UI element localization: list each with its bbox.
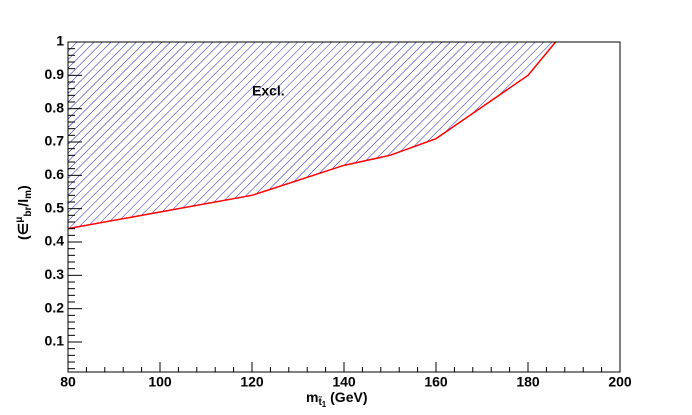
x-tick-label: 140 xyxy=(332,374,356,390)
label-part: m xyxy=(306,389,318,405)
label-part: t̃ xyxy=(318,395,323,408)
x-tick-label: 180 xyxy=(516,374,540,390)
excluded-area xyxy=(68,42,556,229)
label-part: ) xyxy=(15,185,31,190)
label-part: /l xyxy=(15,199,31,207)
x-tick-label: 100 xyxy=(148,374,172,390)
y-tick-label: 1 xyxy=(56,33,64,49)
x-tick-label: 120 xyxy=(240,374,264,390)
y-tick-label: 0.2 xyxy=(45,299,65,315)
y-tick-label: 0.5 xyxy=(45,199,65,215)
limit-curve xyxy=(67,41,557,230)
y-tick-label: 0.3 xyxy=(45,266,65,282)
y-tick-label: 0.9 xyxy=(45,66,65,82)
label-part: m xyxy=(23,190,34,199)
x-tick-label: 80 xyxy=(60,374,76,390)
y-tick-label: 0.8 xyxy=(45,99,65,115)
y-tick-label: 0.1 xyxy=(45,333,65,349)
ylabel-label: (∈μbr/lm) xyxy=(14,185,34,240)
y-tick-label: 0.7 xyxy=(45,133,65,149)
x-tick-label: 160 xyxy=(424,374,448,390)
label-part: (GeV) xyxy=(326,389,367,405)
label-part: 1 xyxy=(322,400,327,409)
annotation: Excl. xyxy=(252,83,285,99)
x-tick-label: 200 xyxy=(608,374,632,390)
label-part: br xyxy=(23,207,34,217)
label-part: μ xyxy=(14,217,25,223)
y-tick-label: 0.6 xyxy=(45,166,65,182)
y-tick-label: 0.4 xyxy=(45,233,65,249)
xlabel-label: mt̃1 (GeV) xyxy=(306,389,367,409)
label-part: (∈ xyxy=(15,223,31,240)
